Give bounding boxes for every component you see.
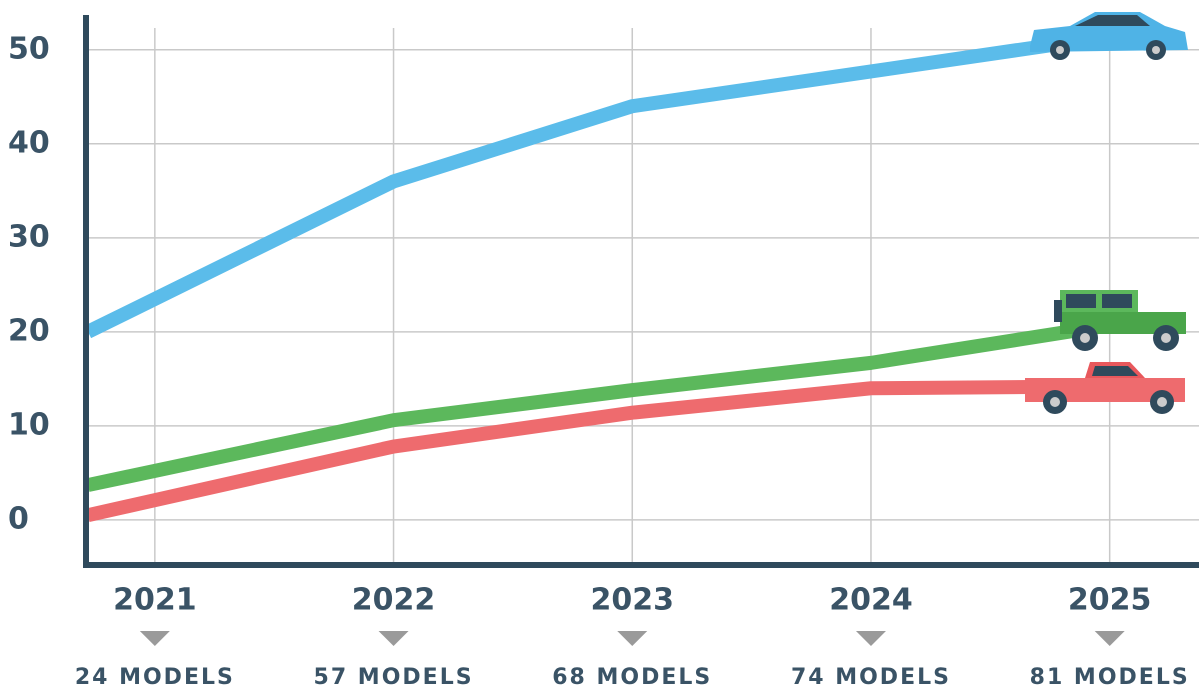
- y-tick-label: 10: [8, 407, 50, 442]
- x-tick-label: 2022: [352, 583, 436, 618]
- lines: [88, 37, 1110, 516]
- x-tick-label: 2023: [591, 583, 675, 618]
- series-line: [88, 325, 1110, 485]
- marker-triangle: [379, 631, 409, 646]
- x-annotation: 74 MODELS: [791, 665, 951, 690]
- marker-triangle: [856, 631, 886, 646]
- pickup-icon: [1025, 362, 1185, 414]
- x-tick-label: 2025: [1068, 583, 1152, 618]
- x-tick-label: 2021: [113, 583, 197, 618]
- labels: 0 10 20 30 40 50 2021 24 MODELS 2022 57 MODELS 202…: [8, 31, 1190, 690]
- x-annotation: 81 MODELS: [1030, 665, 1190, 690]
- x-annotation: 68 MODELS: [552, 665, 712, 690]
- y-tick-label: 40: [8, 125, 50, 160]
- x-annotation: 57 MODELS: [314, 665, 474, 690]
- marker-triangle: [617, 631, 647, 646]
- y-tick-label: 30: [8, 219, 50, 254]
- marker-triangle: [140, 631, 170, 646]
- chart: 0 10 20 30 40 50 2021 24 MODELS 2022 57 MODELS 202…: [0, 0, 1199, 691]
- x-annotation: 24 MODELS: [75, 665, 235, 690]
- y-tick-label: 0: [8, 501, 29, 536]
- x-tick-label: 2024: [829, 583, 913, 618]
- y-tick-label: 20: [8, 313, 50, 348]
- series-line: [88, 37, 1110, 332]
- marker-triangle: [1095, 631, 1125, 646]
- y-tick-label: 50: [8, 31, 50, 66]
- jeep-icon: [1054, 290, 1186, 351]
